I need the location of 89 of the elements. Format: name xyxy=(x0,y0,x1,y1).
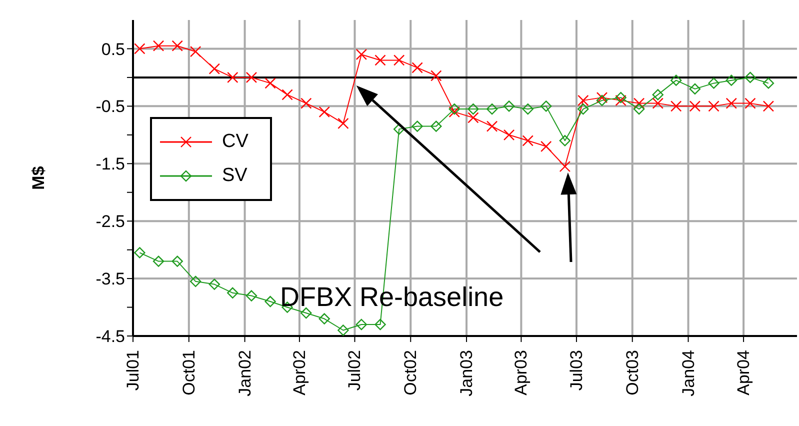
x-tick-label: Oct02 xyxy=(401,350,420,396)
y-tick-label: -4.5 xyxy=(96,327,125,346)
point xyxy=(689,83,701,95)
x-tick-label: Jul02 xyxy=(345,350,364,391)
point xyxy=(134,43,146,54)
point xyxy=(559,135,571,146)
point xyxy=(264,78,276,89)
point xyxy=(615,94,626,106)
point xyxy=(246,72,258,84)
point xyxy=(338,324,349,336)
x-tick-label: Oct03 xyxy=(622,350,642,396)
point xyxy=(596,92,608,104)
point xyxy=(338,118,349,130)
point xyxy=(393,54,405,66)
point xyxy=(430,120,442,132)
legend-label: SV xyxy=(222,165,248,187)
y-tick-label: -2.5 xyxy=(96,212,125,232)
point xyxy=(744,72,756,84)
point xyxy=(468,112,479,124)
x-tick-label: Apr04 xyxy=(734,350,754,396)
point xyxy=(615,92,626,104)
point xyxy=(652,98,664,109)
x-tick-label: Apr03 xyxy=(512,350,531,396)
point xyxy=(726,98,737,109)
y-tick-label: -0.5 xyxy=(96,97,125,116)
point xyxy=(208,63,220,74)
point xyxy=(522,135,534,146)
point xyxy=(596,94,608,106)
point xyxy=(134,247,146,258)
point xyxy=(708,78,720,89)
point xyxy=(670,74,682,86)
point xyxy=(448,103,460,115)
point xyxy=(762,100,774,112)
point xyxy=(172,256,183,267)
point xyxy=(448,106,460,118)
point xyxy=(670,100,682,112)
y-tick-label: 0.5 xyxy=(101,40,125,59)
x-tick-label: Oct01 xyxy=(179,350,198,396)
point xyxy=(540,140,552,152)
legend-label: CV xyxy=(222,131,248,153)
point xyxy=(282,89,293,100)
x-tick-label: Jan04 xyxy=(678,350,698,396)
point xyxy=(227,72,238,84)
point xyxy=(374,54,386,66)
point xyxy=(762,78,774,89)
point xyxy=(652,89,664,100)
point xyxy=(708,100,720,112)
point xyxy=(412,62,423,74)
point xyxy=(318,313,330,324)
y-tick-label: -1.5 xyxy=(96,154,125,174)
point xyxy=(172,40,183,52)
x-tick-label: Jan02 xyxy=(235,350,254,396)
point xyxy=(726,74,737,86)
point xyxy=(208,278,220,290)
point xyxy=(300,98,312,109)
y-tick-label: -3.5 xyxy=(96,270,125,289)
x-tick-label: Jan03 xyxy=(457,350,476,396)
point xyxy=(744,98,756,109)
point xyxy=(190,276,202,288)
point xyxy=(578,94,589,106)
point xyxy=(300,307,312,319)
point xyxy=(522,103,534,115)
point xyxy=(356,48,368,60)
x-tick-label: Jul03 xyxy=(566,350,586,391)
point xyxy=(559,160,571,172)
point xyxy=(374,318,386,330)
point xyxy=(190,46,202,58)
point xyxy=(264,296,276,308)
point xyxy=(152,40,164,52)
point xyxy=(540,100,552,112)
point xyxy=(486,103,498,115)
y-axis-title: M$ xyxy=(29,166,48,190)
point xyxy=(503,100,515,112)
point xyxy=(356,318,368,330)
point xyxy=(633,103,645,115)
point xyxy=(430,70,442,82)
point xyxy=(578,103,589,115)
point xyxy=(318,106,330,118)
point xyxy=(486,120,498,132)
point xyxy=(633,98,645,109)
point xyxy=(152,256,164,267)
point xyxy=(503,129,515,141)
x-tick-label: Jul01 xyxy=(124,350,142,391)
point xyxy=(412,120,423,132)
point xyxy=(227,287,238,299)
point xyxy=(468,103,479,115)
point xyxy=(689,100,701,112)
point xyxy=(246,290,258,302)
x-tick-label: Apr02 xyxy=(290,350,309,396)
